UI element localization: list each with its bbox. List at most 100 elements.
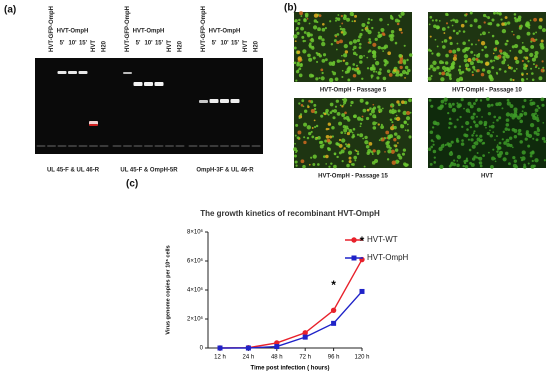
cell-dot bbox=[328, 61, 333, 66]
cell-dot bbox=[342, 103, 345, 106]
cell-dot bbox=[377, 31, 380, 34]
cell-dot bbox=[490, 103, 494, 107]
cell-dot bbox=[460, 142, 465, 146]
cell-dot bbox=[339, 104, 342, 107]
cell-dot bbox=[403, 120, 408, 125]
cell-dot bbox=[306, 136, 310, 140]
cell-dot bbox=[479, 99, 483, 102]
cell-dot bbox=[523, 63, 527, 67]
cell-dot bbox=[342, 125, 347, 129]
cell-dot bbox=[353, 135, 356, 138]
cell-dot bbox=[361, 115, 364, 118]
cell-dot bbox=[455, 31, 459, 35]
cell-dot bbox=[486, 69, 491, 74]
gel-band bbox=[144, 82, 153, 86]
cell-dot bbox=[308, 57, 313, 62]
cell-dot bbox=[454, 19, 459, 24]
cell-dot bbox=[325, 127, 329, 131]
cell-dot bbox=[531, 72, 534, 75]
cell-dot bbox=[494, 41, 499, 46]
cell-dot bbox=[452, 162, 457, 167]
cell-dot bbox=[344, 132, 346, 135]
cell-dot bbox=[473, 142, 476, 145]
cell-dot bbox=[528, 133, 533, 139]
cell-dot bbox=[381, 32, 385, 36]
cell-dot bbox=[326, 147, 330, 150]
cell-dot bbox=[487, 111, 492, 116]
cell-dot bbox=[538, 76, 543, 81]
cell-dot bbox=[298, 73, 303, 78]
cell-dot bbox=[482, 13, 487, 18]
cell-dot bbox=[480, 60, 484, 64]
cell-dot bbox=[372, 106, 377, 110]
lane-label: HVT bbox=[91, 40, 97, 52]
y-tick-label: 8×10⁶ bbox=[187, 229, 204, 236]
cell-dot bbox=[477, 52, 481, 56]
cell-dot bbox=[530, 37, 535, 42]
cell-dot bbox=[464, 20, 468, 23]
cell-dot bbox=[475, 134, 478, 137]
cell-dot bbox=[311, 135, 315, 139]
cell-dot bbox=[465, 108, 470, 113]
cell-dot bbox=[450, 122, 453, 125]
cell-dot bbox=[435, 19, 438, 22]
cell-dot bbox=[525, 21, 530, 26]
cell-dot bbox=[448, 36, 452, 40]
cell-dot bbox=[474, 123, 479, 128]
cell-dot bbox=[372, 70, 376, 73]
cell-dot bbox=[314, 125, 317, 129]
cell-dot bbox=[473, 18, 478, 23]
gel-caption: UL 45-F & UL 46-R bbox=[47, 168, 100, 174]
cell-dot bbox=[487, 22, 491, 26]
cell-dot bbox=[329, 111, 333, 114]
cell-dot bbox=[496, 135, 498, 138]
gel-band bbox=[99, 145, 109, 147]
cell-dot bbox=[382, 50, 385, 52]
gel-band bbox=[57, 145, 67, 147]
cell-dot bbox=[461, 139, 464, 142]
cell-dot bbox=[365, 145, 370, 149]
cell-dot bbox=[515, 67, 518, 70]
cell-dot bbox=[361, 23, 366, 28]
cell-dot bbox=[496, 72, 499, 75]
cell-dot bbox=[511, 45, 515, 49]
cell-dot bbox=[313, 103, 317, 107]
cell-dot bbox=[530, 164, 535, 169]
lane-label: 15' bbox=[231, 41, 240, 47]
cell-dot bbox=[485, 15, 488, 18]
cell-dot bbox=[327, 113, 330, 116]
cell-dot bbox=[398, 27, 403, 32]
cell-dot bbox=[343, 53, 348, 58]
cell-dot bbox=[297, 56, 302, 61]
cell-dot bbox=[535, 31, 538, 34]
cell-dot bbox=[355, 64, 359, 67]
cell-dot bbox=[369, 107, 372, 110]
cell-dot bbox=[391, 121, 394, 124]
cell-dot bbox=[521, 110, 524, 113]
cell-dot bbox=[448, 164, 452, 168]
cell-dot bbox=[397, 142, 399, 144]
lane-label: H20 bbox=[102, 40, 108, 52]
cell-dot bbox=[487, 151, 490, 154]
cell-dot bbox=[393, 144, 396, 147]
cell-dot bbox=[541, 136, 546, 141]
lane-label: 15' bbox=[79, 41, 88, 47]
cell-dot bbox=[379, 68, 382, 71]
cell-dot bbox=[534, 108, 539, 113]
cell-dot bbox=[502, 55, 506, 59]
cell-dot bbox=[346, 163, 350, 168]
cell-dot bbox=[325, 154, 329, 159]
cell-dot bbox=[351, 131, 354, 134]
gel-band bbox=[230, 145, 240, 147]
cell-dot bbox=[343, 147, 346, 150]
cell-dot bbox=[386, 69, 391, 74]
cell-dot bbox=[371, 153, 374, 155]
cell-dot bbox=[497, 153, 500, 156]
cell-dot bbox=[494, 55, 498, 60]
cell-dot bbox=[521, 156, 526, 161]
cell-dot bbox=[463, 54, 469, 59]
cell-dot bbox=[482, 154, 486, 158]
cell-dot bbox=[453, 54, 457, 58]
cell-dot bbox=[430, 74, 433, 78]
cell-dot bbox=[534, 116, 539, 121]
